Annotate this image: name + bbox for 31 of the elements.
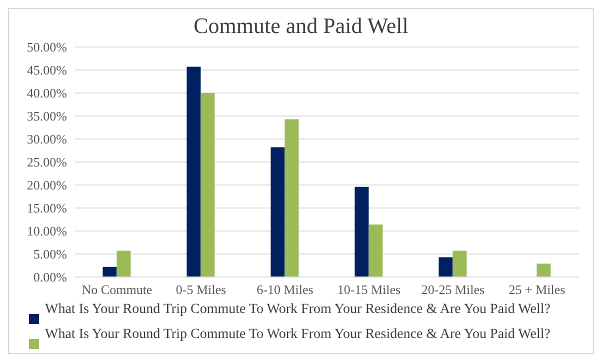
y-tick-label: 0.00%: [33, 270, 68, 285]
bar: [186, 66, 201, 277]
bar: [536, 264, 551, 277]
x-tick-label: 25 + Miles: [508, 282, 566, 298]
y-tick-label: 50.00%: [26, 40, 68, 55]
legend-label: What Is Your Round Trip Commute To Work From Your Residence & Are You Paid Well?: [45, 301, 552, 318]
x-tick-label: No Commute: [82, 282, 152, 298]
legend-label: What Is Your Round Trip Commute To Work From Your Residence & Are You Paid Well?: [45, 326, 552, 343]
y-tick-label: 10.00%: [26, 224, 68, 239]
bar: [102, 266, 117, 277]
y-tick-label: 35.00%: [26, 108, 68, 124]
bar: [354, 186, 369, 277]
chart-title: Commute and Paid Well: [194, 13, 408, 38]
bar: [116, 250, 131, 277]
bar: [368, 224, 383, 277]
y-tick-label: 15.00%: [26, 200, 68, 216]
x-tick-label: 0-5 Miles: [176, 282, 226, 298]
bar: [284, 119, 299, 277]
y-tick-label: 25.00%: [26, 154, 68, 170]
y-tick-label: 45.00%: [26, 62, 68, 78]
y-tick-label: 20.00%: [26, 178, 68, 193]
x-tick-label: 6-10 Miles: [256, 282, 314, 298]
bar: [200, 93, 215, 277]
x-tick-label: 10-15 Miles: [337, 282, 401, 298]
y-tick-label: 30.00%: [26, 132, 68, 147]
x-tick-label: 20-25 Miles: [421, 282, 485, 298]
y-tick-label: 40.00%: [26, 86, 68, 101]
bar: [438, 257, 453, 277]
bar: [452, 250, 467, 277]
bar: [270, 147, 285, 277]
y-tick-label: 5.00%: [33, 246, 68, 262]
